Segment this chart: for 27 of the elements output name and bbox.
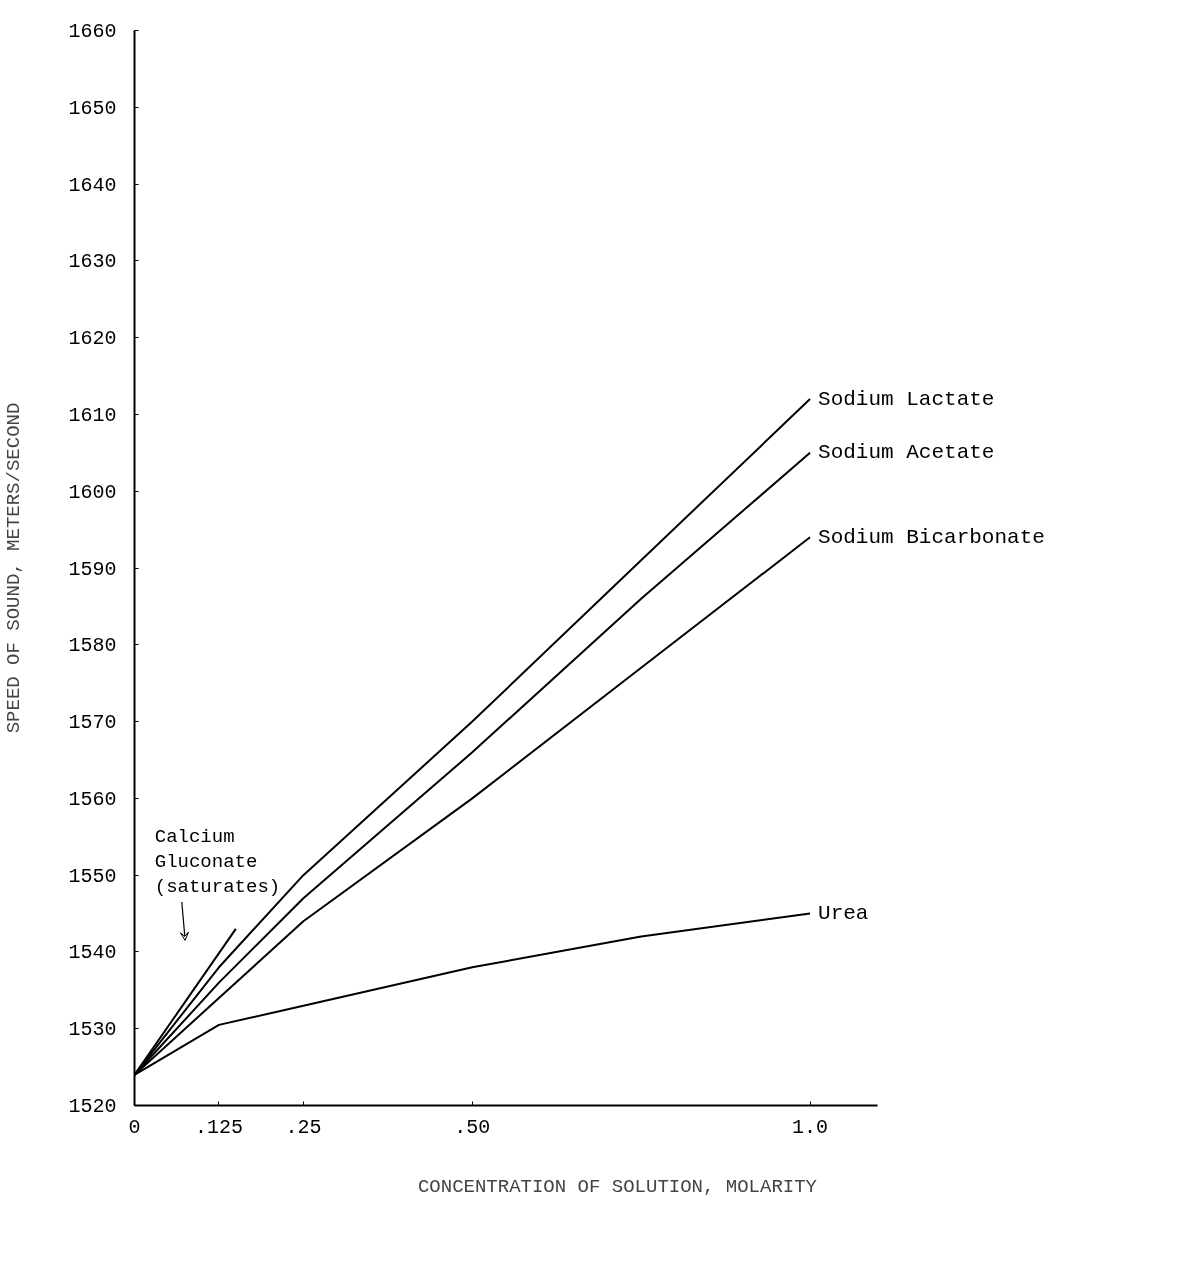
x-tick-label: 0 [128,1115,141,1139]
x-tick-label: .50 [454,1115,491,1139]
y-tick-label: 1650 [68,96,117,120]
y-tick-label: 1620 [68,327,117,351]
x-axis-title: CONCENTRATION OF SOLUTION, MOLARITY [417,1175,818,1198]
y-tick-label: 1610 [68,403,117,427]
y-tick-label: 1590 [68,557,117,581]
series-label: Sodium Lactate [818,387,995,411]
y-tick-label: 1600 [68,480,117,504]
x-tick-label: 1.0 [792,1115,829,1139]
series-label: Sodium Acetate [818,441,995,465]
y-tick-label: 1630 [68,250,117,274]
series-label: Sodium Bicarbonate [818,525,1045,549]
y-tick-label: 1640 [68,173,117,197]
y-tick-label: 1580 [68,634,117,658]
y-tick-label: 1520 [68,1095,117,1118]
series-label: Urea [818,902,869,926]
y-tick-label: 1660 [68,20,117,43]
x-tick-label: .125 [194,1115,243,1139]
x-tick-label: .25 [285,1115,322,1139]
y-tick-label: 1560 [68,787,117,811]
y-tick-label: 1530 [68,1018,117,1042]
y-axis-title: SPEED OF SOUND, METERS/SECOND [3,402,26,734]
y-tick-label: 1570 [68,711,117,735]
text: Calcium Gluconate (saturates) [154,825,281,899]
y-tick-label: 1550 [68,864,117,888]
y-tick-label: 1540 [68,941,117,965]
